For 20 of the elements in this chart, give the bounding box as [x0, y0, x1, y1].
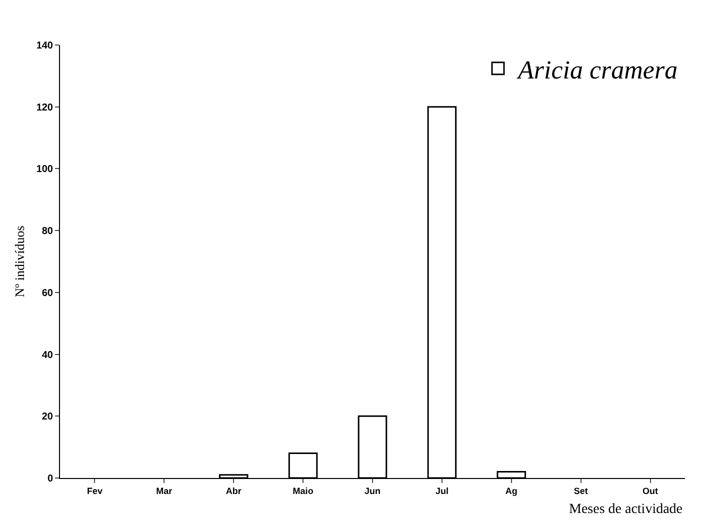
y-tick-label: 80	[42, 226, 54, 238]
y-tick-label: 0	[47, 474, 54, 484]
y-tick-label: 40	[42, 350, 54, 361]
y-axis-title: Nº indivíduos	[12, 226, 27, 298]
x-tick-label: Jul	[435, 486, 448, 496]
x-tick-label: Ag	[505, 486, 518, 496]
x-tick-label: Fev	[86, 486, 102, 496]
y-tick-label: 140	[36, 40, 54, 52]
y-tick-label: 60	[42, 288, 54, 299]
x-tick-label: Mar	[156, 486, 173, 496]
x-tick-label: Jun	[364, 486, 381, 496]
x-tick-label: Abr	[226, 486, 242, 496]
x-tick-label: Set	[574, 486, 588, 496]
x-tick-label: Out	[642, 486, 658, 496]
y-tick-label: 100	[36, 164, 54, 176]
x-tick-label: Maio	[292, 486, 314, 496]
y-tick-label: 20	[42, 412, 54, 423]
y-tick-label: 120	[36, 102, 54, 114]
legend-label: Aricia cramera	[516, 56, 678, 85]
x-axis-title: Meses de actividade	[569, 502, 683, 517]
